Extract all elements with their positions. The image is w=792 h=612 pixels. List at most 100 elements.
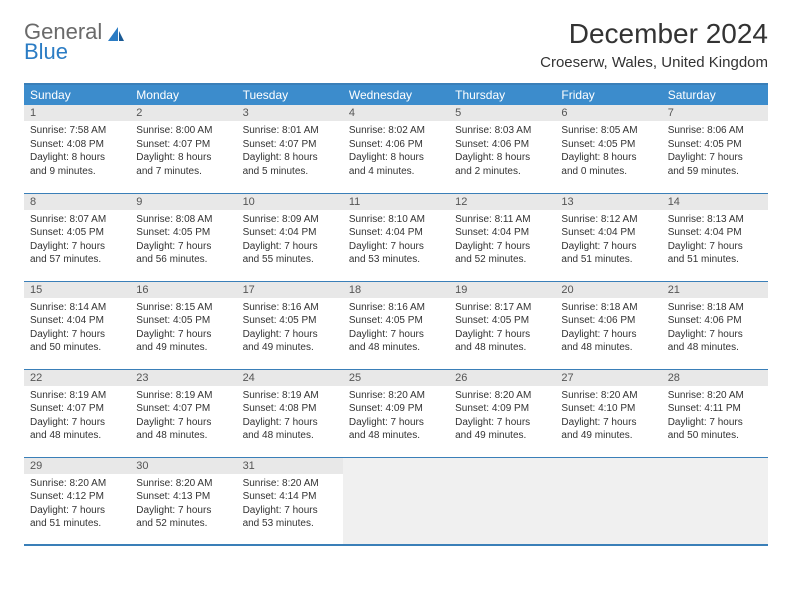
sunrise-text: Sunrise: 8:12 AM — [561, 213, 655, 227]
day-cell: 13 Sunrise: 8:12 AMSunset: 4:04 PMDayligh… — [555, 193, 661, 281]
day-cell: 31Sunrise: 8:20 AMSunset: 4:14 PMDayligh… — [237, 457, 343, 545]
daylight-text: Daylight: 7 hours and 55 minutes. — [243, 240, 337, 267]
sunset-text: Sunset: 4:10 PM — [561, 402, 655, 416]
day-cell: 3Sunrise: 8:01 AMSunset: 4:07 PMDaylight… — [237, 105, 343, 193]
day-header: Friday — [555, 84, 661, 105]
week-row: 22Sunrise: 8:19 AMSunset: 4:07 PMDayligh… — [24, 369, 768, 457]
day-info: Sunrise: 8:20 AMSunset: 4:10 PMDaylight:… — [555, 386, 661, 445]
daylight-text: Daylight: 7 hours and 51 minutes. — [561, 240, 655, 267]
sunrise-text: Sunrise: 8:01 AM — [243, 124, 337, 138]
day-info: Sunrise: 8:20 AMSunset: 4:13 PMDaylight:… — [130, 474, 236, 533]
day-info: Sunrise: 8:18 AMSunset: 4:06 PMDaylight:… — [555, 298, 661, 357]
day-cell: 24Sunrise: 8:19 AMSunset: 4:08 PMDayligh… — [237, 369, 343, 457]
sunset-text: Sunset: 4:04 PM — [455, 226, 549, 240]
day-number: 6 — [555, 105, 661, 121]
day-cell: 14Sunrise: 8:13 AMSunset: 4:04 PMDayligh… — [662, 193, 768, 281]
day-cell: 4Sunrise: 8:02 AMSunset: 4:06 PMDaylight… — [343, 105, 449, 193]
day-header: Thursday — [449, 84, 555, 105]
calendar-body: 1Sunrise: 7:58 AMSunset: 4:08 PMDaylight… — [24, 105, 768, 545]
sunset-text: Sunset: 4:06 PM — [349, 138, 443, 152]
sunset-text: Sunset: 4:08 PM — [243, 402, 337, 416]
daylight-text: Daylight: 7 hours and 51 minutes. — [30, 504, 124, 531]
sunset-text: Sunset: 4:12 PM — [30, 490, 124, 504]
sail-icon — [106, 25, 126, 50]
day-number: 10 — [237, 194, 343, 210]
day-cell: 27Sunrise: 8:20 AMSunset: 4:10 PMDayligh… — [555, 369, 661, 457]
daylight-text: Daylight: 7 hours and 53 minutes. — [349, 240, 443, 267]
day-cell: 23Sunrise: 8:19 AMSunset: 4:07 PMDayligh… — [130, 369, 236, 457]
day-info: Sunrise: 8:19 AMSunset: 4:07 PMDaylight:… — [130, 386, 236, 445]
day-number: 21 — [662, 282, 768, 298]
daylight-text: Daylight: 7 hours and 48 minutes. — [136, 416, 230, 443]
daylight-text: Daylight: 7 hours and 48 minutes. — [668, 328, 762, 355]
sunrise-text: Sunrise: 8:03 AM — [455, 124, 549, 138]
day-number: 26 — [449, 370, 555, 386]
day-number: 18 — [343, 282, 449, 298]
sunset-text: Sunset: 4:04 PM — [349, 226, 443, 240]
day-cell: 7Sunrise: 8:06 AMSunset: 4:05 PMDaylight… — [662, 105, 768, 193]
daylight-text: Daylight: 8 hours and 0 minutes. — [561, 151, 655, 178]
day-number: 3 — [237, 105, 343, 121]
day-cell: 29Sunrise: 8:20 AMSunset: 4:12 PMDayligh… — [24, 457, 130, 545]
day-cell: 21Sunrise: 8:18 AMSunset: 4:06 PMDayligh… — [662, 281, 768, 369]
sunrise-text: Sunrise: 8:20 AM — [136, 477, 230, 491]
sunrise-text: Sunrise: 7:58 AM — [30, 124, 124, 138]
daylight-text: Daylight: 7 hours and 51 minutes. — [668, 240, 762, 267]
daylight-text: Daylight: 7 hours and 49 minutes. — [455, 416, 549, 443]
sunrise-text: Sunrise: 8:20 AM — [668, 389, 762, 403]
sunrise-text: Sunrise: 8:08 AM — [136, 213, 230, 227]
location-subtitle: Croeserw, Wales, United Kingdom — [540, 54, 768, 71]
day-number: 23 — [130, 370, 236, 386]
daylight-text: Daylight: 7 hours and 48 minutes. — [30, 416, 124, 443]
day-info: Sunrise: 8:19 AMSunset: 4:08 PMDaylight:… — [237, 386, 343, 445]
day-info: Sunrise: 8:05 AMSunset: 4:05 PMDaylight:… — [555, 121, 661, 180]
logo-line2: Blue — [24, 42, 102, 62]
daylight-text: Daylight: 7 hours and 52 minutes. — [455, 240, 549, 267]
day-info: Sunrise: 8:07 AMSunset: 4:05 PMDaylight:… — [24, 210, 130, 269]
day-info: Sunrise: 8:20 AMSunset: 4:14 PMDaylight:… — [237, 474, 343, 533]
daylight-text: Daylight: 7 hours and 48 minutes. — [455, 328, 549, 355]
day-info: Sunrise: 8:11 AMSunset: 4:04 PMDaylight:… — [449, 210, 555, 269]
calendar-head: SundayMondayTuesdayWednesdayThursdayFrid… — [24, 84, 768, 105]
sunset-text: Sunset: 4:09 PM — [349, 402, 443, 416]
day-cell: 12Sunrise: 8:11 AMSunset: 4:04 PMDayligh… — [449, 193, 555, 281]
sunset-text: Sunset: 4:05 PM — [136, 226, 230, 240]
sunset-text: Sunset: 4:05 PM — [136, 314, 230, 328]
day-number: 8 — [24, 194, 130, 210]
sunset-text: Sunset: 4:06 PM — [668, 314, 762, 328]
daylight-text: Daylight: 7 hours and 48 minutes. — [349, 416, 443, 443]
header: General Blue December 2024 Croeserw, Wal… — [24, 18, 768, 71]
day-cell: 18Sunrise: 8:16 AMSunset: 4:05 PMDayligh… — [343, 281, 449, 369]
day-number: 1 — [24, 105, 130, 121]
daylight-text: Daylight: 8 hours and 5 minutes. — [243, 151, 337, 178]
day-number: 17 — [237, 282, 343, 298]
day-number: 24 — [237, 370, 343, 386]
day-number: 13 — [555, 194, 661, 210]
sunset-text: Sunset: 4:05 PM — [30, 226, 124, 240]
day-cell: 16Sunrise: 8:15 AMSunset: 4:05 PMDayligh… — [130, 281, 236, 369]
sunrise-text: Sunrise: 8:14 AM — [30, 301, 124, 315]
day-number: 31 — [237, 458, 343, 474]
sunrise-text: Sunrise: 8:07 AM — [30, 213, 124, 227]
day-number: 20 — [555, 282, 661, 298]
sunset-text: Sunset: 4:07 PM — [243, 138, 337, 152]
empty-cell — [449, 457, 555, 545]
day-cell: 10Sunrise: 8:09 AMSunset: 4:04 PMDayligh… — [237, 193, 343, 281]
week-row: 29Sunrise: 8:20 AMSunset: 4:12 PMDayligh… — [24, 457, 768, 545]
week-row: 15Sunrise: 8:14 AMSunset: 4:04 PMDayligh… — [24, 281, 768, 369]
day-number: 4 — [343, 105, 449, 121]
day-info: Sunrise: 8:08 AMSunset: 4:05 PMDaylight:… — [130, 210, 236, 269]
day-cell: 19Sunrise: 8:17 AMSunset: 4:05 PMDayligh… — [449, 281, 555, 369]
day-info: Sunrise: 8:15 AMSunset: 4:05 PMDaylight:… — [130, 298, 236, 357]
sunset-text: Sunset: 4:05 PM — [243, 314, 337, 328]
day-number: 19 — [449, 282, 555, 298]
daylight-text: Daylight: 7 hours and 48 minutes. — [243, 416, 337, 443]
sunset-text: Sunset: 4:07 PM — [30, 402, 124, 416]
day-info: Sunrise: 8:06 AMSunset: 4:05 PMDaylight:… — [662, 121, 768, 180]
day-cell: 20Sunrise: 8:18 AMSunset: 4:06 PMDayligh… — [555, 281, 661, 369]
day-number: 9 — [130, 194, 236, 210]
sunset-text: Sunset: 4:04 PM — [30, 314, 124, 328]
day-info: Sunrise: 8:01 AMSunset: 4:07 PMDaylight:… — [237, 121, 343, 180]
sunset-text: Sunset: 4:04 PM — [561, 226, 655, 240]
sunrise-text: Sunrise: 8:16 AM — [243, 301, 337, 315]
